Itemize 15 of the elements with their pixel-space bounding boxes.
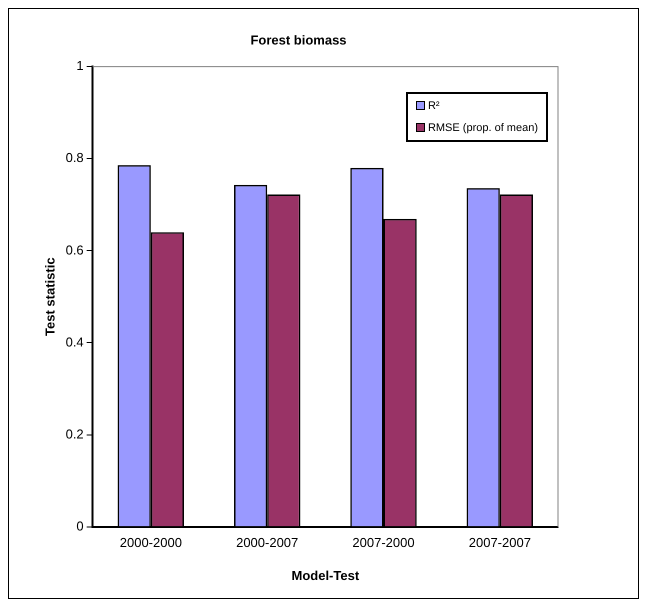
y-tick-label: 0.4 (66, 334, 84, 350)
y-tick-label: 1 (76, 58, 84, 74)
chart-title: Forest biomass (250, 32, 347, 48)
y-axis-title: Test statistic (42, 257, 58, 336)
x-tick-label: 2000-2007 (236, 535, 298, 550)
legend-label: R² (428, 100, 440, 112)
x-tick-label: 2000-2000 (120, 535, 182, 550)
y-tick-label: 0.8 (66, 150, 84, 166)
y-tick-label: 0 (76, 518, 84, 534)
y-tick-label: 0.6 (66, 242, 84, 258)
x-tick-label: 2007-2000 (352, 535, 415, 550)
x-axis-title: Model-Test (292, 568, 360, 583)
y-tick-label: 0.2 (66, 426, 84, 442)
x-tick-label: 2007-2007 (468, 535, 531, 550)
legend-label: RMSE (prop. of mean) (428, 122, 538, 134)
